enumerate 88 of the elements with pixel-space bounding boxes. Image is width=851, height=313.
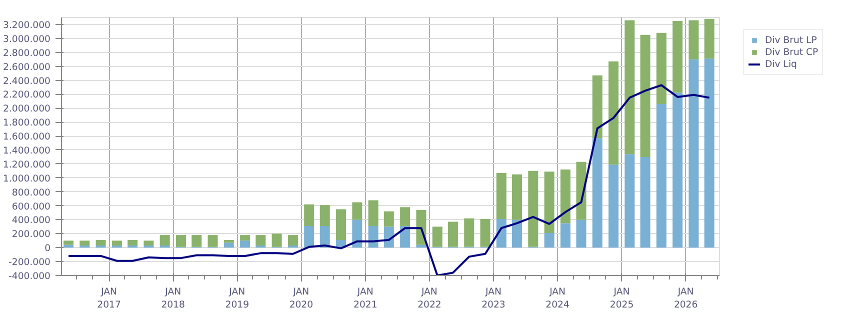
bar xyxy=(544,172,554,233)
y-tick-label: 2.800.000 xyxy=(3,48,51,59)
y-tick-label: -200.000 xyxy=(8,257,51,268)
x-tick-label: JAN 2021 xyxy=(354,286,378,311)
bar xyxy=(304,204,314,226)
bar xyxy=(656,104,666,248)
bar xyxy=(384,226,394,248)
bar xyxy=(240,235,250,241)
bar xyxy=(336,209,346,240)
x-tick-label: JAN 2020 xyxy=(289,286,314,311)
x-tick-label: JAN 2026 xyxy=(674,286,698,311)
y-tick-label: 2.600.000 xyxy=(3,62,51,73)
bar xyxy=(512,174,522,220)
bar xyxy=(288,235,298,246)
bar xyxy=(528,170,538,247)
y-tick-label: 1.800.000 xyxy=(3,118,51,129)
y-tick-label: 400.000 xyxy=(12,215,51,226)
bar xyxy=(448,222,458,247)
bar xyxy=(224,242,234,248)
bar xyxy=(608,61,619,165)
bar xyxy=(544,232,554,248)
y-tick-label: 3.200.000 xyxy=(3,20,51,31)
bar xyxy=(112,240,122,246)
bar xyxy=(576,220,586,248)
bar xyxy=(400,207,410,226)
bar xyxy=(352,220,362,248)
bar xyxy=(464,218,474,247)
x-tick-label: JAN 2022 xyxy=(418,286,442,311)
y-tick-label: 1.600.000 xyxy=(3,132,51,143)
bar xyxy=(80,240,90,246)
bar xyxy=(304,226,314,248)
x-tick-label: JAN 2018 xyxy=(161,286,186,311)
bar xyxy=(192,235,202,247)
bar xyxy=(208,235,218,247)
bar xyxy=(384,211,394,227)
bar xyxy=(704,58,714,248)
bar xyxy=(160,235,170,246)
bar xyxy=(656,32,666,104)
bar xyxy=(688,20,699,60)
y-tick-label: 1.000.000 xyxy=(3,173,51,184)
bar xyxy=(320,205,330,226)
y-tick-label: 200.000 xyxy=(12,229,51,240)
bar xyxy=(624,154,635,248)
bar xyxy=(608,164,619,248)
x-tick-label: JAN 2023 xyxy=(482,286,506,311)
y-tick-label: 1.400.000 xyxy=(3,145,51,156)
bar xyxy=(64,240,74,245)
legend-label: Div Liq xyxy=(765,58,797,70)
line-series xyxy=(68,84,710,276)
bar xyxy=(640,34,650,157)
bar xyxy=(368,200,378,226)
y-tick-label: 0 xyxy=(44,243,51,254)
y-tick-label: 600.000 xyxy=(12,201,51,212)
bar xyxy=(432,226,442,247)
y-tick-label: 2.400.000 xyxy=(3,76,51,87)
bar xyxy=(560,223,570,248)
bar xyxy=(272,234,282,247)
bar xyxy=(96,240,106,246)
y-tick-label: 2.000.000 xyxy=(3,104,51,115)
bar xyxy=(480,219,490,247)
bar xyxy=(560,170,570,224)
x-tick-label: JAN 2019 xyxy=(225,286,250,311)
bar xyxy=(624,20,635,154)
x-tick-label: JAN 2017 xyxy=(97,286,121,311)
bar xyxy=(592,75,602,138)
y-tick-label: 800.000 xyxy=(12,187,51,198)
bar xyxy=(496,172,506,220)
bar xyxy=(128,240,138,246)
bar xyxy=(704,18,714,59)
bar xyxy=(672,92,683,248)
legend-label: Div Brut CP xyxy=(765,46,818,58)
bar xyxy=(592,138,602,248)
legend-label: Div Brut LP xyxy=(765,34,817,46)
y-tick-label: 3.000.000 xyxy=(3,34,51,45)
bar xyxy=(176,235,186,247)
y-tick-label: 1.200.000 xyxy=(3,159,51,170)
bar xyxy=(240,240,250,248)
bar xyxy=(256,235,266,246)
x-tick-label: JAN 2025 xyxy=(610,286,634,311)
bar xyxy=(688,59,699,248)
y-tick-label: -400.000 xyxy=(8,271,51,282)
bar xyxy=(640,156,650,248)
bar xyxy=(352,202,362,220)
x-tick-label: JAN 2024 xyxy=(546,286,570,311)
bar xyxy=(672,20,683,93)
bar xyxy=(512,220,522,248)
y-tick-label: 2.200.000 xyxy=(3,90,51,101)
bar xyxy=(144,240,154,246)
